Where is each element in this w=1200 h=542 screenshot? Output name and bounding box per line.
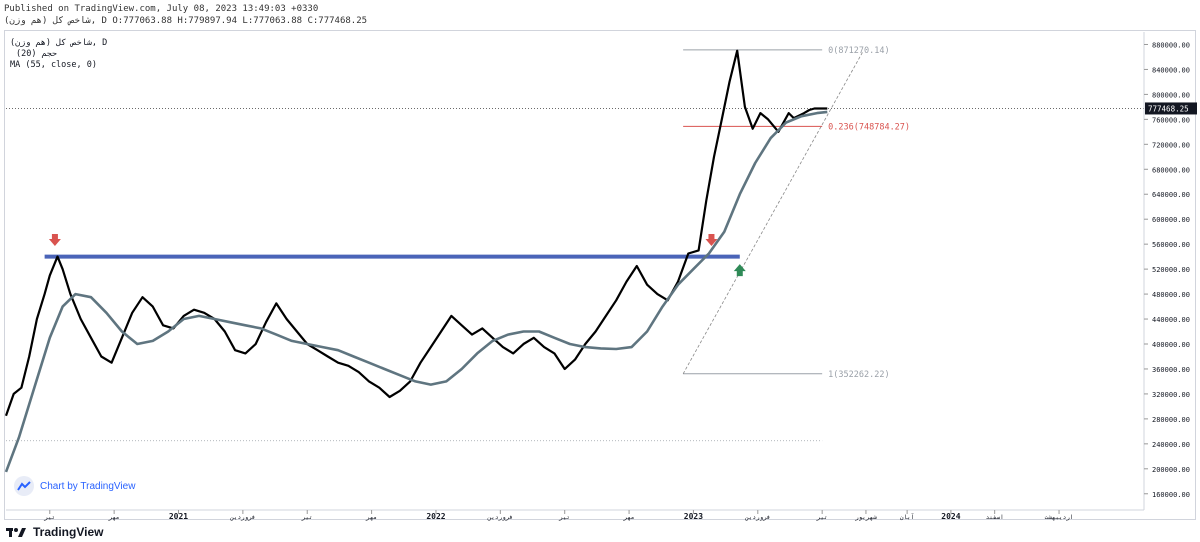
- y-tick-label: 160000.00: [1152, 491, 1190, 499]
- x-tick-label: 2022: [426, 512, 445, 521]
- x-tick-label: فروردین: [229, 514, 255, 521]
- y-tick-label: 800000.00: [1152, 91, 1190, 99]
- x-tick-label: تیر: [43, 514, 55, 521]
- chart-frame: [4, 30, 1196, 520]
- x-tick-label: 2023: [684, 512, 703, 521]
- x-tick-label: تیر: [558, 514, 570, 521]
- x-tick-label: آبان: [900, 512, 914, 521]
- x-tick-label: مهر: [623, 514, 635, 521]
- y-tick-label: 400000.00: [1152, 341, 1190, 349]
- x-tick-label: تیر: [301, 514, 313, 521]
- price-series-line: [4, 49, 828, 417]
- y-tick-label: 840000.00: [1152, 66, 1190, 74]
- footer-brand[interactable]: TradingView: [6, 525, 103, 539]
- y-tick-label: 520000.00: [1152, 266, 1190, 274]
- up-arrow-marker: [733, 264, 746, 277]
- footer-brand-label: TradingView: [33, 525, 104, 539]
- x-tick-label: 2024: [941, 512, 960, 521]
- current-price-tag: [1145, 102, 1197, 115]
- chart-watermark[interactable]: Chart by TradingView: [14, 476, 135, 496]
- annotation-layer: 0(871270.14) 0.236(748784.27) 1(352262.22): [6, 46, 1144, 442]
- x-tick-label: مهر: [365, 514, 377, 521]
- y-tick-label: 640000.00: [1152, 191, 1190, 199]
- y-tick-label: 320000.00: [1152, 391, 1190, 399]
- fib-level-label: 1(352262.22): [828, 370, 889, 380]
- y-tick-label: 440000.00: [1152, 316, 1190, 324]
- trend-line: [682, 50, 864, 374]
- legend-volume[interactable]: (20) حجم: [16, 49, 57, 59]
- y-tick-label: 480000.00: [1152, 291, 1190, 299]
- arrows-layer: [48, 234, 746, 277]
- tradingview-logo-icon: [6, 528, 26, 537]
- y-tick-label: 600000.00: [1152, 216, 1190, 224]
- x-tick-label: 2021: [169, 512, 188, 521]
- y-tick-label: 680000.00: [1152, 166, 1190, 174]
- legend-symbol[interactable]: شاخص كل (هم وزن), D: [10, 38, 108, 48]
- x-tick-label: فروردین: [487, 514, 513, 521]
- y-tick-label: 240000.00: [1152, 441, 1190, 449]
- fib-level-label: 0(871270.14): [828, 46, 889, 56]
- y-tick-label: 880000.00: [1152, 41, 1190, 49]
- x-tick-label: اسفند: [986, 514, 1004, 521]
- ma-series-line: [4, 110, 828, 473]
- legend-ma[interactable]: MA (55, close, 0): [10, 60, 97, 70]
- y-tick-label: 560000.00: [1152, 241, 1190, 249]
- fib-level-label: 0.236(748784.27): [828, 122, 910, 132]
- y-tick-label: 760000.00: [1152, 116, 1190, 124]
- y-tick-label: 720000.00: [1152, 141, 1190, 149]
- tradingview-cloud-icon: [14, 476, 34, 496]
- y-tick-label: 280000.00: [1152, 416, 1190, 424]
- x-tick-label: تیر: [816, 514, 828, 521]
- current-price-tag-label: 777468.25: [1148, 104, 1189, 113]
- x-tick-label: مهر: [108, 514, 120, 521]
- x-tick-label: فروردین: [744, 514, 770, 521]
- x-tick-label: اردیبهشت: [1045, 514, 1074, 521]
- axes-layer: 160000.00 200000.00 240000.00 280000.00 3200…: [6, 32, 1197, 521]
- y-tick-label: 200000.00: [1152, 466, 1190, 474]
- down-arrow-marker: [705, 234, 718, 247]
- symbol-ohlc-line: (هم وزن) شاخص كل, D O:777063.88 H:779897…: [4, 16, 368, 26]
- watermark-label: Chart by TradingView: [40, 480, 136, 492]
- down-arrow-marker: [48, 234, 61, 247]
- y-tick-label: 360000.00: [1152, 366, 1190, 374]
- published-line: Published on TradingView.com, July 08, 2…: [4, 4, 319, 14]
- series-layer: [4, 49, 828, 473]
- x-tick-label: شهریور: [854, 514, 877, 521]
